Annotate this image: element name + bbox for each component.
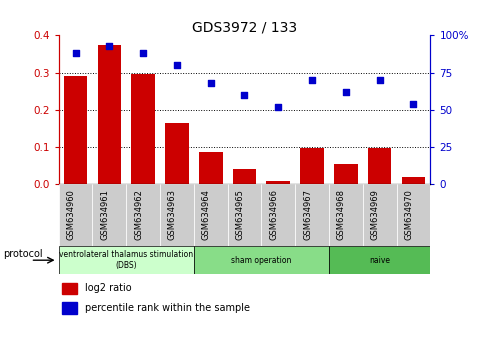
FancyBboxPatch shape — [193, 184, 227, 246]
Point — [72, 50, 80, 56]
Text: GSM634964: GSM634964 — [202, 189, 210, 240]
Bar — [300, 148, 323, 184]
Text: GSM634966: GSM634966 — [269, 189, 278, 240]
FancyBboxPatch shape — [328, 184, 362, 246]
Bar — [131, 74, 155, 184]
Bar — [367, 148, 391, 184]
Bar — [97, 45, 121, 184]
Text: GSM634965: GSM634965 — [235, 189, 244, 240]
Text: GSM634962: GSM634962 — [134, 189, 143, 240]
FancyBboxPatch shape — [396, 184, 429, 246]
Bar — [232, 169, 256, 184]
Point — [206, 80, 214, 86]
Point — [341, 89, 349, 95]
FancyBboxPatch shape — [160, 184, 193, 246]
FancyBboxPatch shape — [362, 184, 396, 246]
Text: GSM634968: GSM634968 — [336, 189, 345, 240]
FancyBboxPatch shape — [193, 246, 328, 274]
Bar — [266, 181, 289, 184]
FancyBboxPatch shape — [92, 184, 126, 246]
Text: GSM634970: GSM634970 — [404, 189, 412, 240]
Bar — [401, 177, 425, 184]
Title: GDS3972 / 133: GDS3972 / 133 — [192, 20, 296, 34]
Point — [307, 77, 315, 83]
Text: GSM634961: GSM634961 — [100, 189, 109, 240]
Bar — [63, 76, 87, 184]
FancyBboxPatch shape — [126, 184, 160, 246]
Point — [408, 101, 416, 107]
Bar — [333, 164, 357, 184]
Point — [173, 62, 181, 68]
FancyBboxPatch shape — [261, 184, 295, 246]
Text: ventrolateral thalamus stimulation
(DBS): ventrolateral thalamus stimulation (DBS) — [59, 251, 193, 270]
Bar — [62, 282, 77, 294]
Text: sham operation: sham operation — [231, 256, 291, 265]
FancyBboxPatch shape — [295, 184, 328, 246]
Text: log2 ratio: log2 ratio — [84, 284, 131, 293]
Point — [274, 104, 282, 110]
Text: percentile rank within the sample: percentile rank within the sample — [84, 303, 249, 313]
Text: protocol: protocol — [3, 249, 42, 259]
Text: GSM634967: GSM634967 — [303, 189, 311, 240]
Text: GSM634963: GSM634963 — [167, 189, 177, 240]
Point — [105, 43, 113, 48]
Text: naive: naive — [368, 256, 389, 265]
Text: GSM634969: GSM634969 — [370, 189, 379, 240]
FancyBboxPatch shape — [59, 184, 92, 246]
Bar — [199, 153, 222, 184]
Text: GSM634960: GSM634960 — [66, 189, 76, 240]
Point — [139, 50, 147, 56]
FancyBboxPatch shape — [59, 246, 193, 274]
Point — [375, 77, 383, 83]
Point — [240, 92, 248, 98]
FancyBboxPatch shape — [227, 184, 261, 246]
FancyBboxPatch shape — [328, 246, 429, 274]
Bar — [165, 123, 188, 184]
Bar — [62, 302, 77, 314]
